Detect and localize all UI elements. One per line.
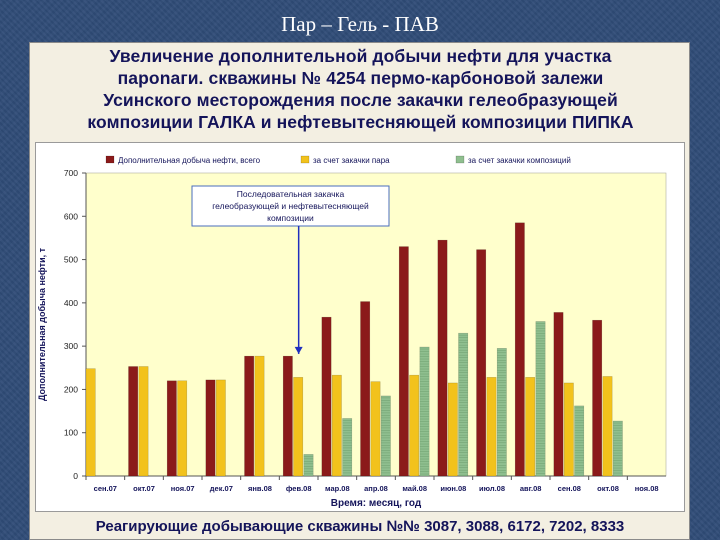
heading-line: пароnaги. скважины № 4254 пермо-карбонов…	[117, 68, 604, 88]
bar-total	[360, 301, 371, 477]
bar-composition	[496, 348, 507, 477]
bar-total	[398, 246, 409, 477]
bar-total	[514, 222, 525, 477]
annotation-text: композиции	[267, 213, 314, 223]
bar-steam	[215, 379, 226, 477]
y-axis-title: Дополнительная добыча нефти, т	[37, 247, 47, 401]
bar-steam	[563, 382, 574, 477]
y-tick-label: 700	[64, 168, 78, 178]
bar-composition	[574, 405, 585, 477]
bar-total	[321, 316, 332, 477]
bar-steam	[409, 374, 420, 477]
x-tick-label: окт.07	[133, 484, 155, 493]
legend-swatch-composition	[455, 155, 465, 164]
x-tick-label: май.08	[402, 484, 427, 493]
annotation-arrowhead	[294, 346, 303, 354]
x-tick-label: авг.08	[520, 484, 542, 493]
legend-label: за счет закачки композиций	[468, 156, 571, 165]
bar-steam	[254, 355, 265, 477]
bar-composition	[303, 454, 314, 477]
bar-steam	[447, 382, 458, 477]
bar-total	[476, 249, 487, 477]
bar-steam	[177, 380, 188, 477]
bar-total	[553, 312, 564, 477]
x-tick-label: ноя.07	[171, 484, 195, 493]
chart-heading: Увеличение дополнительной добычи нефти д…	[30, 45, 691, 133]
annotation-box	[191, 185, 390, 227]
x-tick-label: окт.08	[597, 484, 619, 493]
legend-label: за счет закачки пара	[313, 156, 390, 165]
y-tick-label: 500	[64, 255, 78, 265]
bar-steam	[331, 374, 342, 477]
bar-steam	[293, 377, 304, 477]
x-tick-label: июн.08	[440, 484, 466, 493]
bar-total	[205, 379, 216, 477]
y-tick-label: 200	[64, 384, 78, 394]
bar-composition	[535, 321, 546, 477]
y-tick-label: 0	[73, 471, 78, 481]
annotation-text: Последовательная закачка	[237, 189, 345, 199]
bar-total	[437, 239, 448, 477]
bar-steam	[602, 376, 613, 477]
x-tick-label: сен.07	[94, 484, 117, 493]
heading-line: Увеличение дополнительной добычи нефти д…	[109, 46, 612, 66]
bar-steam	[486, 377, 497, 477]
y-tick-label: 100	[64, 428, 78, 438]
bar-total	[244, 355, 255, 477]
bar-composition	[342, 418, 353, 477]
y-tick-label: 400	[64, 298, 78, 308]
bar-steam	[525, 377, 536, 477]
legend-label: Дополнительная добыча нефти, всего	[118, 156, 261, 165]
bar-steam	[138, 366, 149, 477]
bar-chart: 0 100 200 300 400 500 600 700 Дополнительная доб…	[37, 155, 667, 509]
y-tick-label: 600	[64, 211, 78, 221]
x-tick-label: июл.08	[479, 484, 505, 493]
x-tick-label: ноя.08	[635, 484, 659, 493]
x-tick-label: мар.08	[325, 484, 350, 493]
heading-line: композиции ГАЛКА и нефтевытесняющей комп…	[87, 112, 634, 132]
slide-title: Пар – Гель - ПАВ	[281, 12, 439, 36]
bar-composition	[380, 395, 391, 477]
x-tick-label: сен.08	[558, 484, 581, 493]
y-tick-label: 300	[64, 341, 78, 351]
heading-line: Усинского месторождения после закачки ге…	[103, 90, 618, 110]
bar-total	[166, 380, 177, 477]
annotation-text: гелеобразующей и нефтевытесняющей	[212, 201, 369, 211]
x-tick-label: фев.08	[286, 484, 312, 493]
bar-total	[282, 355, 293, 477]
x-tick-label: дек.07	[210, 484, 233, 493]
bar-total	[128, 366, 139, 477]
x-tick-label: апр.08	[364, 484, 388, 493]
legend-swatch-total	[105, 155, 115, 164]
legend-swatch-steam	[300, 155, 310, 164]
footer-wells: Реагирующие добывающие скважины №№ 3087,…	[95, 518, 625, 535]
chart-frame: 0 100 200 300 400 500 600 700 Дополнительная доб…	[35, 142, 685, 512]
bar-steam	[85, 368, 96, 477]
bar-composition	[612, 420, 623, 477]
bar-total	[592, 319, 603, 477]
bar-steam	[370, 381, 381, 477]
x-tick-label: янв.08	[248, 484, 272, 493]
bar-composition	[458, 332, 469, 477]
x-axis-title: Время: месяц, год	[331, 498, 422, 509]
